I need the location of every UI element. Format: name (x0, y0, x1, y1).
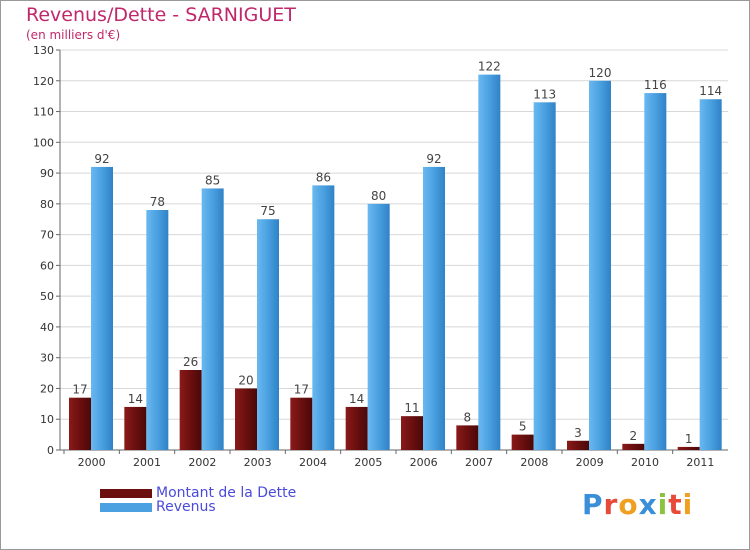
bar-revenus (589, 80, 611, 451)
x-tick-label: 2006 (410, 456, 438, 469)
data-label-dette: 2 (630, 429, 638, 443)
data-label-dette: 8 (464, 410, 472, 424)
bar-revenus (699, 99, 722, 450)
bar-revenus (146, 210, 169, 450)
bar-dette (622, 443, 645, 450)
bar-revenus (201, 188, 224, 450)
data-label-revenus: 92 (94, 152, 109, 166)
legend-swatch-revenus (100, 502, 152, 512)
y-tick-label: 50 (40, 290, 54, 303)
bar-dette (235, 388, 257, 450)
data-label-dette: 20 (238, 373, 253, 387)
chart-title: Revenus/Dette - SARNIGUET (26, 4, 296, 26)
bar-dette (290, 397, 313, 450)
bar-dette (511, 434, 534, 450)
data-label-dette: 3 (574, 426, 582, 440)
legend-label-revenus: Revenus (156, 499, 216, 515)
data-label-revenus: 86 (316, 170, 331, 184)
bar-revenus (367, 203, 390, 450)
logo-letter: o (618, 488, 639, 521)
legend-item-dette: Montant de la Dette (100, 485, 297, 501)
y-tick-label: 80 (40, 198, 54, 211)
logo-letter: x (638, 488, 658, 521)
data-label-revenus: 92 (426, 152, 441, 166)
y-tick-label: 10 (40, 413, 54, 426)
bar-dette (124, 406, 147, 450)
data-label-dette: 17 (294, 383, 309, 397)
bar-revenus (91, 166, 113, 450)
logo-letter: P (582, 488, 604, 521)
y-tick-label: 130 (33, 44, 54, 57)
data-label-revenus: 120 (589, 66, 612, 80)
x-tick-label: 2010 (631, 456, 659, 469)
data-label-revenus: 122 (478, 60, 501, 74)
bar-dette (677, 446, 700, 450)
x-tick-label: 2011 (686, 456, 714, 469)
logo-letter: r (603, 488, 619, 521)
bar-dette (401, 416, 423, 450)
y-tick-label: 60 (40, 259, 54, 272)
bar-revenus (478, 74, 501, 450)
bar-dette (69, 397, 91, 450)
data-label-revenus: 80 (371, 189, 386, 203)
y-tick-label: 110 (33, 106, 54, 119)
data-label-dette: 11 (404, 401, 419, 415)
data-label-dette: 1 (685, 432, 693, 446)
bar-dette (456, 425, 479, 450)
x-tick-label: 2001 (133, 456, 161, 469)
x-tick-label: 2007 (465, 456, 493, 469)
bar-dette (567, 440, 589, 450)
y-tick-label: 70 (40, 229, 54, 242)
legend-label-dette: Montant de la Dette (156, 485, 297, 501)
bar-revenus (423, 166, 445, 450)
chart-subtitle: (en milliers d'€) (26, 28, 121, 42)
y-tick-label: 120 (33, 75, 54, 88)
data-label-dette: 26 (183, 355, 198, 369)
y-tick-label: 30 (40, 352, 54, 365)
y-tick-label: 40 (40, 321, 54, 334)
bar-dette (345, 406, 368, 450)
data-label-dette: 17 (72, 383, 87, 397)
x-tick-label: 2003 (244, 456, 272, 469)
legend-item-revenus: Revenus (100, 499, 296, 515)
bar-revenus (312, 185, 335, 450)
y-tick-label: 0 (47, 444, 54, 457)
y-tick-label: 90 (40, 167, 54, 180)
y-tick-label: 100 (33, 136, 54, 149)
x-tick-label: 2005 (354, 456, 382, 469)
x-tick-label: 2002 (188, 456, 216, 469)
legend-swatch-dette (100, 488, 152, 498)
bar-dette (179, 370, 202, 450)
data-label-revenus: 113 (533, 87, 556, 101)
logo-letter: i (657, 488, 669, 521)
x-tick-label: 2000 (78, 456, 106, 469)
data-label-revenus: 116 (644, 78, 667, 92)
x-tick-label: 2009 (576, 456, 604, 469)
y-tick-label: 20 (40, 382, 54, 395)
bar-revenus (533, 102, 556, 451)
legend: Montant de la Dette Revenus (100, 485, 297, 515)
data-label-dette: 14 (349, 392, 364, 406)
data-label-revenus: 78 (150, 195, 165, 209)
logo-letter: t (668, 488, 683, 521)
data-label-revenus: 114 (699, 84, 722, 98)
data-label-dette: 5 (519, 420, 527, 434)
data-label-revenus: 75 (260, 204, 275, 218)
proxiti-logo: Proxiti (582, 488, 693, 521)
bar-revenus (257, 219, 279, 450)
logo-letter: i (682, 488, 694, 521)
x-tick-label: 2004 (299, 456, 327, 469)
x-tick-label: 2008 (520, 456, 548, 469)
data-label-revenus: 85 (205, 173, 220, 187)
data-label-dette: 14 (128, 392, 143, 406)
bar-revenus (644, 93, 667, 451)
